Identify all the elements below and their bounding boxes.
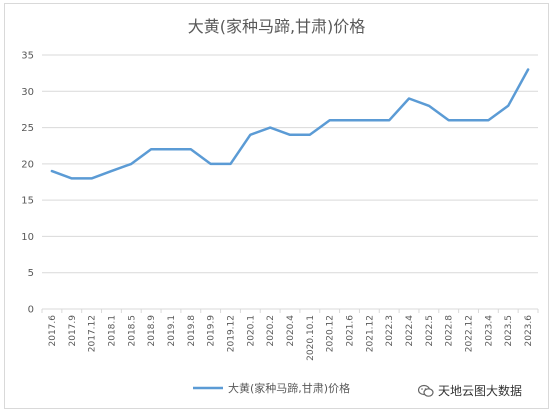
x-tick-label: 2020.1 [246, 315, 256, 347]
gridlines [42, 54, 538, 310]
x-tick-label: 2019.12 [226, 315, 236, 352]
y-tick-label: 30 [21, 87, 34, 98]
x-tick-label: 2023.5 [504, 315, 514, 347]
x-tick-label: 2020.12 [326, 315, 336, 352]
x-tick-label: 2022.4 [405, 315, 415, 347]
y-axis-ticks: 0 5 10 15 20 25 30 35 [21, 51, 34, 316]
x-tick-label: 2018.5 [127, 315, 137, 347]
series-layer [50, 68, 530, 180]
chart-frame [4, 3, 549, 409]
x-tick-label: 2021.6 [346, 315, 356, 347]
x-tick-label: 2019.8 [187, 315, 197, 347]
x-tick-label: 2020.10.1 [306, 315, 316, 361]
x-tick-label: 2019.9 [207, 315, 217, 347]
y-tick-label: 35 [21, 51, 34, 62]
x-tick-label: 2020.4 [286, 315, 296, 347]
x-tick-label: 2023.4 [484, 315, 494, 347]
watermark-text: 天地云图大数据 [438, 384, 523, 398]
x-tick-label: 2017.6 [48, 315, 58, 347]
x-tick-label: 2023.6 [524, 315, 534, 347]
x-axis-ticks: 2017.6 2017.9 2017.12 2018.1 2018.5 2018.9 201… [41, 309, 539, 361]
y-tick-label: 10 [21, 232, 34, 243]
y-tick-label: 15 [21, 196, 34, 207]
x-tick-label: 2022.8 [445, 315, 455, 347]
x-tick-label: 2018.1 [107, 315, 117, 347]
wechat-icon [418, 384, 434, 397]
legend-label: 大黄(家种马蹄,甘肃)价格 [228, 381, 350, 395]
watermark: 天地云图大数据 [418, 382, 522, 399]
series-line [50, 68, 530, 180]
y-tick-label: 25 [21, 123, 34, 134]
x-tick-label: 2017.12 [88, 315, 98, 352]
x-tick-label: 2020.2 [266, 315, 276, 347]
y-tick-label: 5 [28, 268, 34, 279]
y-tick-label: 20 [21, 159, 34, 170]
chart-title: 大黄(家种马蹄,甘肃)价格 [187, 17, 366, 36]
x-tick-label: 2022.3 [385, 315, 395, 347]
x-tick-label: 2021.12 [365, 315, 375, 352]
x-tick-label: 2019.1 [167, 315, 177, 347]
y-tick-label: 0 [28, 305, 34, 316]
x-tick-label: 2022.12 [465, 315, 475, 352]
x-tick-label: 2018.9 [147, 315, 157, 347]
x-tick-label: 2022.5 [425, 315, 435, 347]
legend: 大黄(家种马蹄,甘肃)价格 [193, 381, 350, 395]
x-tick-label: 2017.9 [68, 315, 78, 347]
